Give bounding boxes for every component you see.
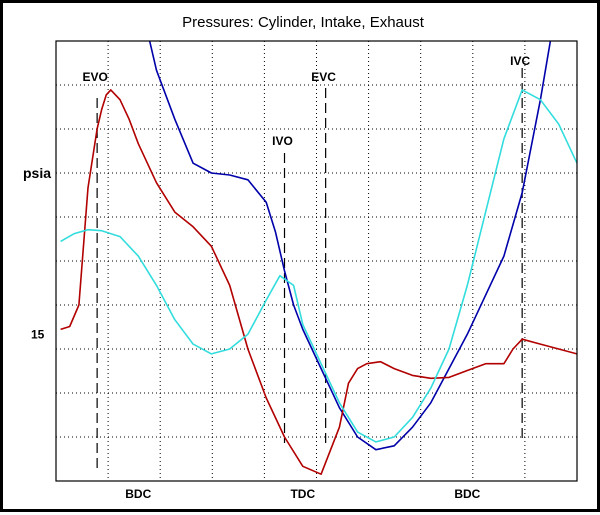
exhaust-pressure-line — [60, 89, 577, 475]
series-lines — [60, 41, 577, 475]
event-markers: EVO IVO EVC IVC — [82, 54, 530, 473]
y-tick-label: 15 — [31, 327, 45, 341]
axis-ticks: BDC TDC BDC 15 — [31, 327, 481, 501]
pressure-chart: Pressures: Cylinder, Intake, Exhaust psi… — [23, 14, 578, 501]
plot-area-border — [55, 40, 578, 482]
y-axis-label: psia — [23, 165, 51, 181]
grid — [56, 41, 577, 481]
x-tick-label: BDC — [125, 487, 151, 501]
chart-title: Pressures: Cylinder, Intake, Exhaust — [182, 14, 425, 31]
intake-pressure-line — [60, 89, 577, 443]
x-tick-label: TDC — [290, 487, 315, 501]
event-label-ivc: IVC — [510, 54, 530, 68]
cylinder-pressure-line — [148, 41, 552, 451]
x-tick-label: BDC — [454, 487, 480, 501]
event-label-evc: EVC — [311, 70, 336, 84]
event-label-ivo: IVO — [272, 134, 293, 148]
event-label-evo: EVO — [82, 70, 107, 84]
